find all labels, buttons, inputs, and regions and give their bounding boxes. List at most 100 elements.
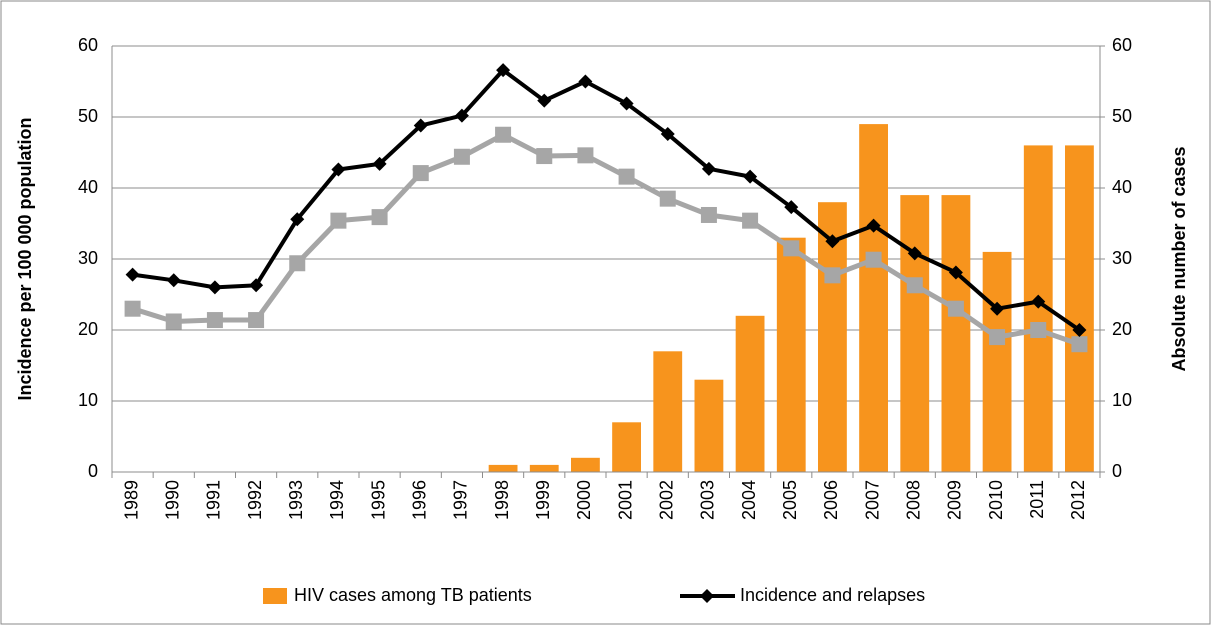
marker (495, 126, 512, 143)
marker (249, 278, 264, 293)
y2-tick-label: 50 (1112, 106, 1132, 126)
x-tick-label: 2012 (1068, 480, 1088, 520)
y-axis-title: Incidence per 100 000 population (15, 117, 35, 400)
marker (825, 234, 840, 249)
x-tick-label: 2011 (1027, 480, 1047, 519)
marker (125, 267, 140, 282)
x-tick-label: 2010 (986, 480, 1006, 520)
marker (618, 168, 635, 185)
marker (496, 63, 511, 78)
marker (989, 329, 1006, 346)
y2-tick-label: 10 (1112, 390, 1132, 410)
legend-label: Incidence and relapses (740, 585, 925, 605)
marker (865, 251, 882, 268)
marker (1030, 322, 1047, 338)
marker (947, 300, 964, 317)
bar (653, 351, 683, 472)
marker (866, 218, 881, 233)
x-tick-label: 1989 (121, 480, 141, 520)
x-tick-label: 2002 (657, 480, 677, 520)
x-tick-label: 1998 (492, 480, 512, 520)
x-tick-label: 2001 (615, 480, 635, 520)
x-tick-label: 2003 (698, 480, 718, 520)
y-tick-label: 50 (78, 106, 98, 126)
x-tick-label: 2005 (780, 480, 800, 520)
marker (166, 273, 181, 288)
marker (413, 118, 428, 133)
x-tick-label: 2008 (904, 480, 924, 520)
marker (784, 200, 799, 215)
marker (990, 301, 1005, 316)
marker (1072, 323, 1087, 337)
y2-tick-label: 40 (1112, 177, 1132, 197)
legend-marker (700, 589, 714, 603)
x-tick-label: 1992 (245, 480, 265, 520)
y-tick-label: 30 (78, 248, 98, 268)
marker (290, 212, 305, 227)
y2-tick-label: 30 (1112, 248, 1132, 268)
marker (537, 93, 552, 108)
marker (371, 209, 388, 226)
x-tick-label: 1999 (533, 480, 553, 520)
y2-tick-label: 60 (1112, 35, 1132, 55)
marker (207, 280, 222, 295)
bar (571, 457, 600, 472)
bar (612, 422, 641, 472)
marker (165, 313, 182, 330)
bar (488, 464, 518, 472)
y-tick-label: 0 (88, 461, 98, 481)
x-tick-label: 1994 (327, 480, 347, 520)
y-tick-label: 40 (78, 177, 98, 197)
y2-axis-title: Absolute number of cases (1169, 146, 1189, 371)
marker (907, 246, 922, 261)
marker (372, 156, 387, 171)
bar (776, 237, 806, 472)
x-tick-label: 1991 (204, 480, 224, 520)
x-tick-label: 1993 (286, 480, 306, 520)
line (132, 68, 1081, 332)
y-tick-label: 60 (78, 35, 98, 55)
x-tick-label: 1990 (163, 480, 183, 520)
bar (1065, 145, 1094, 472)
legend-label: HIV cases among TB patients (294, 585, 532, 605)
marker (454, 108, 469, 123)
x-tick-label: 2000 (574, 480, 594, 520)
marker (412, 165, 429, 182)
marker (248, 312, 265, 329)
marker (824, 267, 841, 284)
marker (578, 74, 593, 89)
marker (660, 127, 675, 142)
bar (941, 195, 971, 472)
x-tick-label: 1995 (368, 480, 388, 520)
marker (453, 148, 470, 165)
x-tick-label: 2007 (862, 480, 882, 520)
marker (1071, 336, 1088, 353)
marker (948, 265, 963, 280)
y-tick-label: 10 (78, 390, 98, 410)
bar (900, 195, 930, 472)
bar (735, 315, 765, 472)
marker (1031, 294, 1046, 309)
legend-swatch (263, 588, 287, 604)
marker (783, 240, 800, 257)
bar (982, 251, 1012, 472)
bar (859, 124, 888, 472)
marker (289, 255, 306, 272)
marker (577, 147, 594, 164)
marker (619, 96, 634, 111)
y2-tick-label: 0 (1112, 461, 1122, 481)
marker (742, 212, 759, 229)
x-tick-label: 1997 (451, 480, 471, 520)
marker (701, 161, 716, 176)
y2-tick-label: 20 (1112, 319, 1132, 339)
marker (700, 206, 717, 223)
bar (694, 379, 724, 472)
x-tick-label: 2004 (739, 480, 759, 520)
marker (743, 169, 758, 184)
x-tick-label: 1996 (410, 480, 430, 520)
marker (536, 148, 553, 165)
marker (906, 277, 923, 294)
x-tick-label: 2009 (945, 480, 965, 520)
marker (659, 190, 676, 207)
